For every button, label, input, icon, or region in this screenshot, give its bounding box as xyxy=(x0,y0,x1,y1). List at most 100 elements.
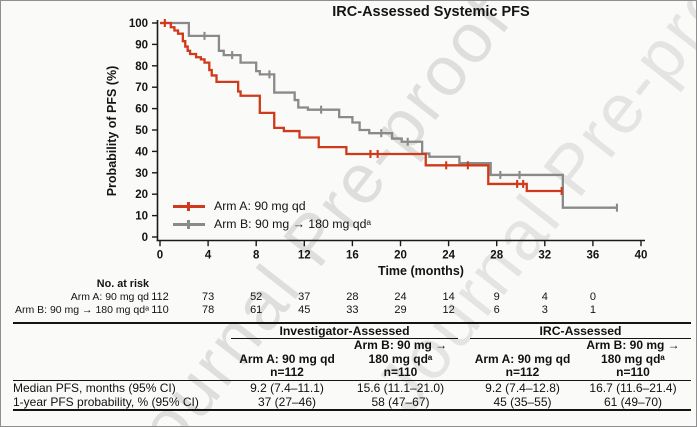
risk-value: 12 xyxy=(442,304,454,316)
y-tick-label: 70 xyxy=(135,82,148,94)
column-header-line: Arm A: 90 mg qd xyxy=(474,351,571,366)
column-header-gap xyxy=(458,338,470,381)
column-header-line: Arm A: 90 mg qd xyxy=(239,351,335,366)
column-header-spacer xyxy=(13,338,231,381)
summary-row-gap xyxy=(458,395,470,410)
legend-censor-tick-icon xyxy=(187,201,190,211)
summary-value: 15.6 (11.1–21.0) xyxy=(356,380,445,395)
x-tick-label: 24 xyxy=(442,250,455,262)
x-tick-label: 16 xyxy=(346,250,359,262)
summary-value: 16.7 (11.6–21.4) xyxy=(589,380,677,395)
column-header-line: Arm B: 90 mg → xyxy=(353,338,448,352)
group-spacer-cell xyxy=(13,323,231,339)
summary-row-label: Median PFS, months (95% CI) xyxy=(13,380,176,395)
x-tick-label: 8 xyxy=(253,250,260,262)
summary-value: 45 (35–55) xyxy=(493,394,552,409)
risk-value: 24 xyxy=(394,291,406,303)
legend-item-0: Arm A: 90 mg qd xyxy=(173,197,371,215)
column-header-1: Arm B: 90 mg → 180 mg qdᵃ n=110 xyxy=(343,338,458,381)
risk-value: 0 xyxy=(590,291,596,303)
y-tick-label: 80 xyxy=(135,61,148,73)
column-header-0: Arm A: 90 mg qd n=112 xyxy=(231,338,343,381)
axes: 0 10 20 30 40 50 60 70 80 90 100 0 4 8 12 16 20 24 28 32 36 4… xyxy=(129,18,648,262)
x-tick-label: 12 xyxy=(298,250,311,262)
legend-censor-tick-icon xyxy=(187,219,190,229)
y-tick-label: 10 xyxy=(135,211,148,223)
x-tick-label: 20 xyxy=(394,250,407,262)
group-gap-cell xyxy=(458,323,470,339)
column-header-3: Arm B: 90 mg → 180 mg qdᵃ n=110 xyxy=(575,338,691,381)
summary-row-gap xyxy=(458,380,470,395)
chart-title: IRC-Assessed Systemic PFS xyxy=(332,4,530,20)
legend-line-sample xyxy=(173,201,205,211)
x-tick-label: 40 xyxy=(635,250,648,262)
summary-row-1: 1-year PFS probability, % (95% CI) 37 (27… xyxy=(13,395,691,410)
group-header-row: Investigator-Assessed IRC-Assessed xyxy=(13,323,691,339)
risk-value: 73 xyxy=(202,291,214,303)
group-header-investigator: Investigator-Assessed xyxy=(231,323,458,339)
summary-value: 58 (47–67) xyxy=(371,394,430,409)
risk-table-title: No. at risk xyxy=(97,278,150,290)
risk-value: 4 xyxy=(542,291,548,303)
summary-value: 9.2 (7.4–11.1) xyxy=(250,380,324,395)
column-header-line: Arm B: 90 mg → xyxy=(586,338,680,352)
column-header-2: Arm A: 90 mg qd n=112 xyxy=(470,338,575,381)
risk-value: 1 xyxy=(590,304,596,316)
chart-legend: Arm A: 90 mg qd Arm B: 90 mg → 180 mg qdᵃ xyxy=(173,197,371,233)
y-tick-label: 40 xyxy=(135,146,148,158)
group-header-irc: IRC-Assessed xyxy=(470,323,691,339)
risk-value: 78 xyxy=(202,304,214,316)
risk-value: 112 xyxy=(151,291,169,303)
risk-value: 6 xyxy=(494,304,500,316)
risk-row-label: Arm B: 90 mg → 180 mg qdᵃ xyxy=(15,304,149,316)
column-header-line: n=110 xyxy=(616,365,650,380)
risk-value: 61 xyxy=(250,304,262,316)
risk-value: 45 xyxy=(298,304,310,316)
km-curve-1 xyxy=(160,21,617,209)
risk-value: 28 xyxy=(346,291,358,303)
y-tick-label: 20 xyxy=(135,189,148,201)
column-header-line: n=112 xyxy=(270,365,304,380)
y-tick-label: 60 xyxy=(135,104,148,116)
y-tick-label: 30 xyxy=(135,168,148,180)
km-series-1 xyxy=(160,21,619,212)
legend-label: Arm A: 90 mg qd xyxy=(214,199,306,213)
x-tick-label: 0 xyxy=(157,250,163,262)
risk-value: 52 xyxy=(250,291,262,303)
risk-value: 9 xyxy=(494,291,500,303)
y-tick-label: 50 xyxy=(135,125,148,137)
column-header-line: n=112 xyxy=(505,365,540,380)
x-tick-label: 36 xyxy=(587,250,600,262)
risk-value: 14 xyxy=(442,291,454,303)
x-axis-title: Time (months) xyxy=(378,264,464,278)
y-tick-label: 90 xyxy=(135,39,148,51)
summary-value: 61 (49–70) xyxy=(603,394,663,409)
legend-line-sample xyxy=(173,219,205,229)
summary-row-label: 1-year PFS probability, % (95% CI) xyxy=(13,394,199,409)
summary-row-0: Median PFS, months (95% CI) 9.2 (7.4–11.1… xyxy=(13,380,691,395)
y-axis-title: Probability of PFS (%) xyxy=(105,65,119,197)
summary-value: 9.2 (7.4–12.8) xyxy=(485,380,560,395)
x-tick-label: 4 xyxy=(205,250,212,262)
column-header-line: n=110 xyxy=(383,365,418,380)
x-tick-label: 28 xyxy=(490,250,503,262)
legend-item-1: Arm B: 90 mg → 180 mg qdᵃ xyxy=(173,215,371,233)
column-header-line: 180 mg qdᵃ xyxy=(601,351,665,366)
km-series-0 xyxy=(160,19,563,195)
summary-value: 37 (27–46) xyxy=(257,394,317,409)
pfs-summary-table: Investigator-Assessed IRC-Assessed Arm A: … xyxy=(13,322,691,411)
column-header-row: Arm A: 90 mg qd n=112 Arm B: 90 mg → 180 mg… xyxy=(13,338,691,381)
y-tick-label: 100 xyxy=(129,18,148,30)
risk-value: 3 xyxy=(542,304,548,316)
legend-label: Arm B: 90 mg → 180 mg qdᵃ xyxy=(214,217,371,231)
column-header-line: 180 mg qdᵃ xyxy=(368,351,433,366)
risk-row-label: Arm A: 90 mg qd xyxy=(71,291,149,303)
y-tick-label: 0 xyxy=(142,232,148,244)
risk-value: 33 xyxy=(346,304,358,316)
risk-value: 110 xyxy=(151,304,169,316)
risk-value: 29 xyxy=(394,304,406,316)
km-curve-0 xyxy=(160,21,562,193)
